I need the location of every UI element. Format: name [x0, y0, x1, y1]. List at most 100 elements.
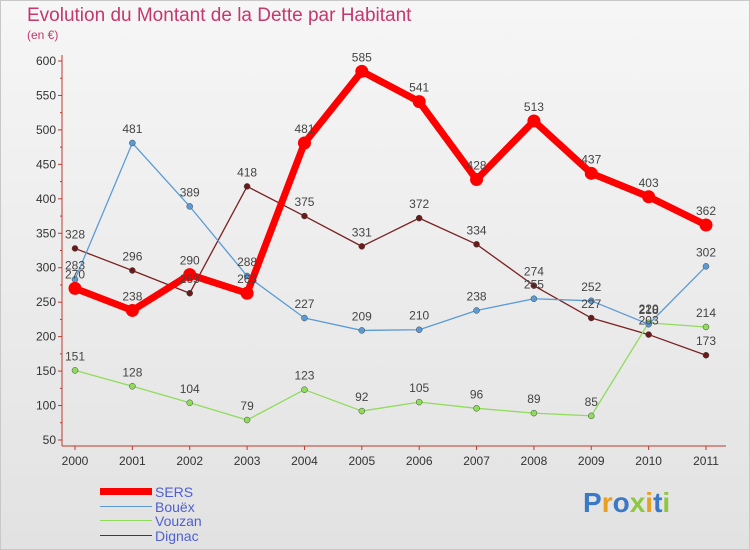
data-label: 328	[65, 227, 85, 241]
data-label: 263	[237, 272, 257, 286]
data-point	[530, 282, 538, 289]
data-point	[473, 405, 480, 412]
data-label: 128	[122, 365, 142, 379]
data-label: 209	[352, 309, 372, 323]
data-label: 270	[65, 267, 85, 281]
data-point	[125, 303, 139, 317]
chart-title: Evolution du Montant de la Dette par Hab…	[27, 5, 412, 26]
data-label: 375	[294, 195, 314, 209]
data-label: 89	[527, 392, 541, 406]
data-point	[645, 320, 652, 328]
data-point	[129, 267, 136, 274]
data-point	[297, 136, 311, 150]
x-tick-label: 2008	[521, 454, 548, 468]
legend-label-vouzan: Vouzan	[155, 513, 202, 529]
data-point	[588, 314, 595, 322]
data-point	[243, 416, 251, 424]
data-label: 274	[524, 265, 544, 279]
data-point	[473, 241, 480, 248]
data-label: 481	[122, 122, 142, 136]
x-tick-label: 2004	[291, 454, 318, 468]
data-label: 123	[294, 369, 314, 383]
data-label: 214	[696, 306, 716, 320]
logo-letter: P	[583, 487, 602, 518]
data-point	[588, 412, 595, 420]
data-point	[183, 268, 197, 282]
data-point	[186, 399, 193, 407]
data-label: 227	[581, 297, 601, 311]
data-label: 92	[355, 390, 369, 404]
y-tick-label: 500	[36, 123, 56, 137]
data-label: 283	[65, 258, 85, 272]
y-tick-label: 400	[36, 192, 56, 206]
data-point	[415, 326, 423, 333]
y-tick-label: 600	[36, 54, 56, 68]
data-label: 151	[65, 349, 85, 363]
data-label: 302	[696, 245, 716, 259]
data-label: 210	[409, 309, 429, 323]
legend-swatch-bouex	[100, 505, 152, 507]
data-label: 541	[409, 81, 429, 95]
data-point	[240, 286, 254, 300]
data-label: 585	[352, 50, 372, 64]
data-point	[186, 203, 193, 210]
data-point	[645, 331, 652, 338]
data-label: 218	[639, 303, 659, 317]
data-point	[301, 212, 308, 220]
data-label: 513	[524, 100, 544, 114]
x-tick-label: 2002	[176, 454, 203, 468]
data-point	[530, 409, 538, 417]
data-label: 372	[409, 197, 429, 211]
x-tick-label: 2007	[463, 454, 490, 468]
series-line-2	[74, 322, 707, 421]
x-tick-label: 2003	[234, 454, 261, 468]
data-label: 173	[696, 334, 716, 348]
data-label: 203	[639, 314, 659, 328]
data-point	[301, 314, 308, 322]
logo-letter: r	[601, 487, 613, 518]
y-tick-label: 200	[36, 330, 56, 344]
data-point	[415, 214, 423, 222]
logo-letter: i	[645, 487, 654, 518]
data-point	[412, 95, 426, 109]
data-label: 290	[180, 254, 200, 268]
data-point	[358, 243, 366, 250]
data-label: 104	[180, 382, 200, 396]
data-label: 362	[696, 204, 716, 218]
data-point	[358, 327, 366, 334]
data-label: 296	[122, 249, 142, 263]
x-tick-label: 2000	[62, 454, 89, 468]
legend-label-sers: SERS	[155, 484, 194, 500]
legend-swatch-vouzan	[100, 520, 152, 521]
data-point	[473, 307, 480, 314]
data-point	[301, 386, 308, 393]
x-tick-label: 2009	[578, 454, 605, 468]
data-point	[699, 218, 713, 232]
data-point	[129, 383, 136, 390]
data-point	[68, 281, 82, 295]
data-label: 252	[581, 280, 601, 294]
data-point	[470, 173, 484, 187]
series-line-1	[74, 142, 707, 332]
data-point	[702, 351, 710, 359]
data-label: 238	[122, 289, 142, 303]
y-tick-label: 250	[36, 295, 56, 309]
legend-label-dignac: Dignac	[155, 527, 199, 544]
data-point	[71, 245, 79, 252]
y-tick-label: 550	[36, 88, 56, 102]
data-point	[243, 183, 251, 190]
data-point	[527, 114, 541, 128]
x-tick-label: 2011	[693, 454, 719, 468]
data-point	[588, 297, 595, 305]
data-label: 481	[294, 122, 314, 136]
data-point	[71, 367, 79, 374]
logo-letter: x	[629, 487, 646, 518]
data-point	[355, 64, 369, 78]
data-label: 227	[294, 297, 314, 311]
data-point	[129, 139, 136, 147]
data-point	[702, 263, 710, 270]
data-point	[584, 166, 598, 180]
x-tick-label: 2005	[348, 454, 375, 468]
data-label: 428	[467, 159, 487, 173]
